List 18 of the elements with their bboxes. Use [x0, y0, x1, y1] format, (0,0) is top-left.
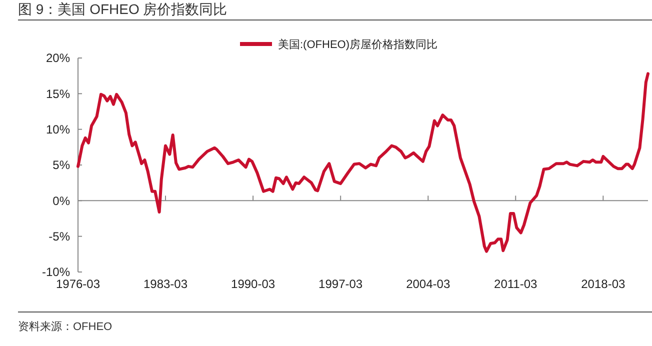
x-tick-label: 1976-03 [56, 277, 100, 291]
x-tick-label: 2018-03 [581, 277, 626, 291]
x-tick-label: 1983-03 [143, 277, 188, 291]
x-tick-label: 2004-03 [406, 277, 450, 291]
x-tick-label: 1997-03 [318, 277, 363, 291]
chart-title: 图 9：美国 OFHEO 房价指数同比 [18, 1, 228, 17]
x-tick-label: 2011-03 [494, 277, 538, 291]
y-tick-label: 5% [52, 158, 70, 172]
y-tick-label: 0% [52, 194, 70, 208]
text: 资料来源：OFHEO [18, 320, 113, 333]
y-tick-label: 15% [46, 86, 70, 101]
line-series [76, 72, 650, 253]
y-tick-label: 20% [46, 51, 70, 66]
y-tick-label: -10% [42, 265, 70, 280]
y-tick-label: -5% [48, 230, 70, 244]
y-tick-label: 10% [46, 122, 70, 137]
legend-label: 美国:(OFHEO)房屋价格指数同比 [278, 38, 438, 51]
x-tick-label: 1990-03 [231, 277, 276, 291]
